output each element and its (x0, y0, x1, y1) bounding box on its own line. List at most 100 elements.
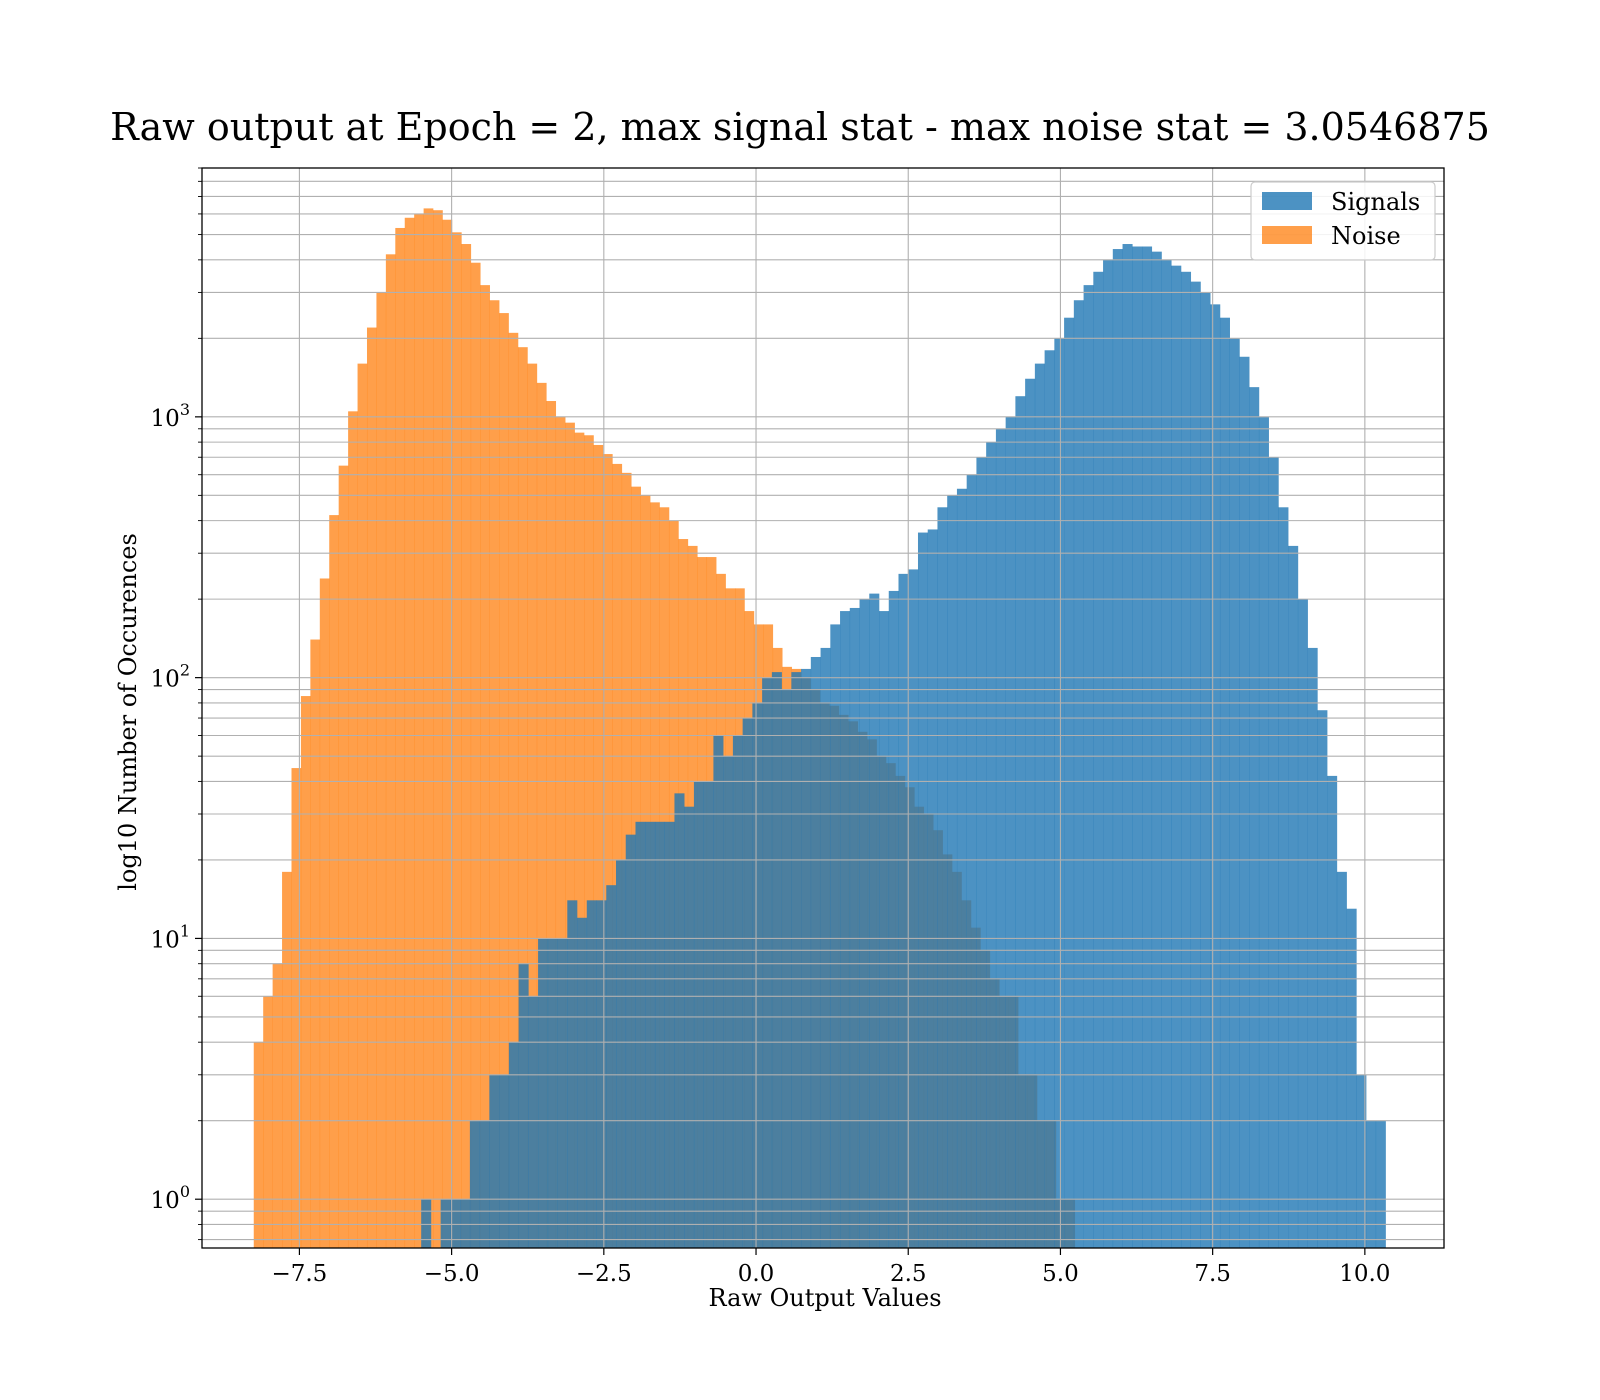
signals-bar (616, 859, 627, 1248)
x-tick-label: −7.5 (271, 1261, 327, 1287)
grid-lines (202, 167, 1444, 1248)
signals-bar (586, 900, 597, 1248)
signals-bar (1307, 647, 1318, 1248)
noise-bar (404, 217, 415, 1248)
x-tick-label: 0.0 (738, 1261, 775, 1287)
signals-bar (489, 1074, 500, 1248)
signals-bar (1142, 246, 1153, 1248)
signals-bar (567, 900, 578, 1248)
signals-bar (1044, 350, 1055, 1248)
signals-bar (927, 529, 938, 1248)
plot-area-frame (201, 167, 1445, 1249)
signals-bar (1112, 249, 1123, 1249)
signals-bar (859, 599, 870, 1248)
signals-bar (1034, 363, 1045, 1248)
x-tick-label: −2.5 (576, 1261, 632, 1287)
noise-bar (385, 254, 396, 1248)
noise-bar (584, 435, 594, 1248)
signals-bar (898, 573, 909, 1248)
signals-bar (1375, 1120, 1386, 1248)
signals-bar (1200, 292, 1211, 1248)
signals-bar (606, 885, 617, 1248)
signals-bar (1346, 908, 1357, 1248)
signals-bar (654, 821, 665, 1248)
signals-bar (976, 457, 987, 1248)
signals-bar (801, 668, 812, 1248)
y-tick-label: 101 (151, 921, 190, 953)
signals-bar (1093, 271, 1104, 1248)
signals-bar (1278, 507, 1289, 1248)
signals-bar (723, 756, 734, 1248)
noise-bar (555, 416, 566, 1249)
signals-bar (499, 1074, 510, 1248)
signals-bar (1249, 387, 1260, 1248)
x-tick-label: 10.0 (1339, 1261, 1390, 1287)
signals-bar (1073, 300, 1084, 1248)
noise-bar (253, 1042, 264, 1248)
signals-bar (538, 938, 549, 1248)
signals-bar (460, 1199, 471, 1248)
signals-bar (508, 1042, 519, 1248)
signals-bar (1161, 259, 1172, 1249)
signals-bar (1171, 265, 1182, 1248)
signals-bar (888, 590, 899, 1248)
legend-swatch-signals (1262, 192, 1312, 210)
noise-bar (348, 411, 358, 1249)
signals-bar (577, 917, 588, 1248)
signals-bar (1288, 545, 1299, 1248)
signals-bar (1015, 396, 1026, 1248)
y-tick-label: 102 (151, 661, 190, 693)
signals-bar (908, 569, 919, 1248)
signals-bar (956, 488, 967, 1248)
signals-bar (917, 532, 929, 1248)
noise-bar (366, 327, 377, 1248)
signals-bar (1054, 338, 1065, 1249)
signals-bar (693, 781, 704, 1248)
noise-bar (442, 219, 453, 1249)
signals-bar (791, 672, 802, 1248)
noise-bar (593, 444, 604, 1248)
signals-bar (479, 1120, 490, 1248)
signals-bar (1103, 259, 1114, 1249)
signals-bar (1268, 457, 1279, 1248)
noise-bar (272, 963, 283, 1248)
signals-bar (1229, 338, 1240, 1249)
signals-bar (1132, 246, 1143, 1248)
signals-bar (1190, 281, 1201, 1248)
signals-bar (1005, 416, 1016, 1249)
signals-bar (703, 781, 714, 1248)
signals-bar (937, 507, 948, 1248)
signals-bar (1210, 304, 1221, 1248)
signals-bar (547, 938, 558, 1248)
signals-bar (645, 821, 656, 1248)
noise-bar (527, 363, 538, 1248)
signals-bar (820, 647, 831, 1248)
signals-bar (879, 611, 890, 1248)
noise-bar (329, 515, 339, 1248)
y-tick-label: 103 (151, 400, 190, 432)
noise-bar (319, 578, 330, 1248)
signals-bar (1083, 285, 1094, 1248)
x-axis-label: Raw Output Values (708, 1284, 941, 1312)
signals-bar (849, 607, 860, 1248)
chart-title: Raw output at Epoch = 2, max signal stat… (110, 105, 1490, 149)
noise-bar (376, 292, 387, 1248)
noise-bar (423, 208, 434, 1248)
signal-bars (421, 244, 1386, 1249)
signals-bar (635, 821, 646, 1248)
signals-bar (830, 624, 841, 1248)
noise-bar (357, 363, 368, 1248)
noise-bar (480, 285, 490, 1248)
signals-bar (966, 474, 977, 1249)
signals-bar (1064, 317, 1075, 1248)
x-tick-label: −5.0 (424, 1261, 480, 1287)
legend-swatch-noise (1262, 226, 1312, 244)
signals-bar (1180, 271, 1192, 1248)
x-tick-label: 2.5 (890, 1261, 927, 1287)
noise-bar (414, 213, 424, 1248)
x-tick-label: 7.5 (1194, 1261, 1231, 1287)
signals-bar (528, 996, 539, 1248)
signals-bar (664, 821, 675, 1248)
signals-bar (684, 806, 695, 1248)
signals-bar (1239, 356, 1250, 1248)
